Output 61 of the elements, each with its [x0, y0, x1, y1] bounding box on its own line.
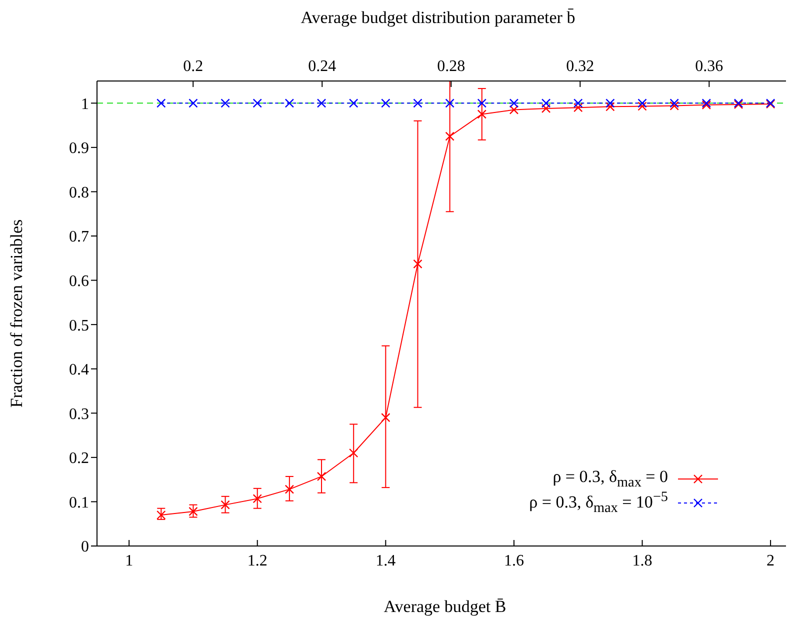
x2-axis-title: Average budget distribution parameter b̄	[300, 8, 576, 28]
x2-tick-label: 0.36	[695, 58, 724, 75]
x2-tick-label: 0.28	[437, 58, 466, 75]
point	[445, 132, 454, 141]
x2-tick-label: 0.32	[566, 58, 594, 75]
legend-label: ρ = 0.3, δ$_{max}$ = 10$^{−5}$	[529, 488, 668, 518]
x-tick-label: 2	[766, 552, 775, 570]
y-tick-label: 0.7	[69, 228, 89, 246]
point	[574, 98, 583, 108]
point	[574, 102, 583, 112]
y-tick-label: 0.2	[69, 450, 89, 468]
point	[252, 494, 262, 504]
point	[477, 98, 486, 108]
x2-tick-label: 0.24	[308, 58, 336, 75]
y-tick-label: 0.9	[69, 140, 89, 158]
x-tick-label: 1.4	[376, 552, 396, 570]
point	[284, 98, 294, 108]
point	[156, 98, 166, 108]
y-tick-label: 1	[81, 96, 89, 113]
x-tick-label: 1.6	[504, 552, 524, 570]
point	[509, 98, 519, 108]
x-tick-label: 1.8	[632, 552, 652, 570]
point	[670, 98, 679, 108]
point	[638, 98, 647, 108]
y-tick-label: 0.6	[69, 272, 89, 290]
point	[316, 98, 326, 108]
point	[252, 98, 262, 108]
point	[348, 98, 358, 108]
point	[220, 500, 230, 510]
point	[541, 104, 551, 114]
y-tick-label: 0	[81, 538, 89, 556]
x2-tick-label: 0.2	[183, 58, 204, 75]
point	[188, 506, 198, 516]
point	[348, 448, 358, 458]
point	[381, 412, 390, 422]
point	[670, 101, 679, 110]
y-tick-label: 0.5	[69, 317, 89, 334]
point	[606, 98, 615, 108]
point	[284, 484, 294, 494]
y-tick-label: 0.3	[69, 406, 89, 423]
point	[541, 98, 551, 108]
point	[509, 105, 519, 114]
point	[316, 472, 326, 482]
point	[606, 102, 615, 112]
point	[220, 98, 230, 108]
point	[188, 98, 198, 108]
point	[413, 98, 422, 108]
legend-label: ρ = 0.3, δ$_{max}$ = 0	[552, 466, 668, 490]
y-axis-title: Fraction of frozen variables	[7, 219, 26, 408]
point	[445, 98, 454, 108]
x-tick-label: 1.2	[247, 552, 268, 570]
point	[638, 102, 647, 111]
y-tick-label: 0.4	[69, 362, 89, 379]
point	[477, 110, 486, 119]
point	[381, 98, 390, 108]
point	[413, 259, 422, 268]
x-tick-label: 1	[125, 552, 134, 570]
point	[156, 510, 166, 520]
y-tick-label: 0.8	[69, 184, 89, 202]
x-axis-title: Average budget B̄	[384, 597, 506, 616]
y-tick-label: 0.1	[69, 494, 89, 512]
